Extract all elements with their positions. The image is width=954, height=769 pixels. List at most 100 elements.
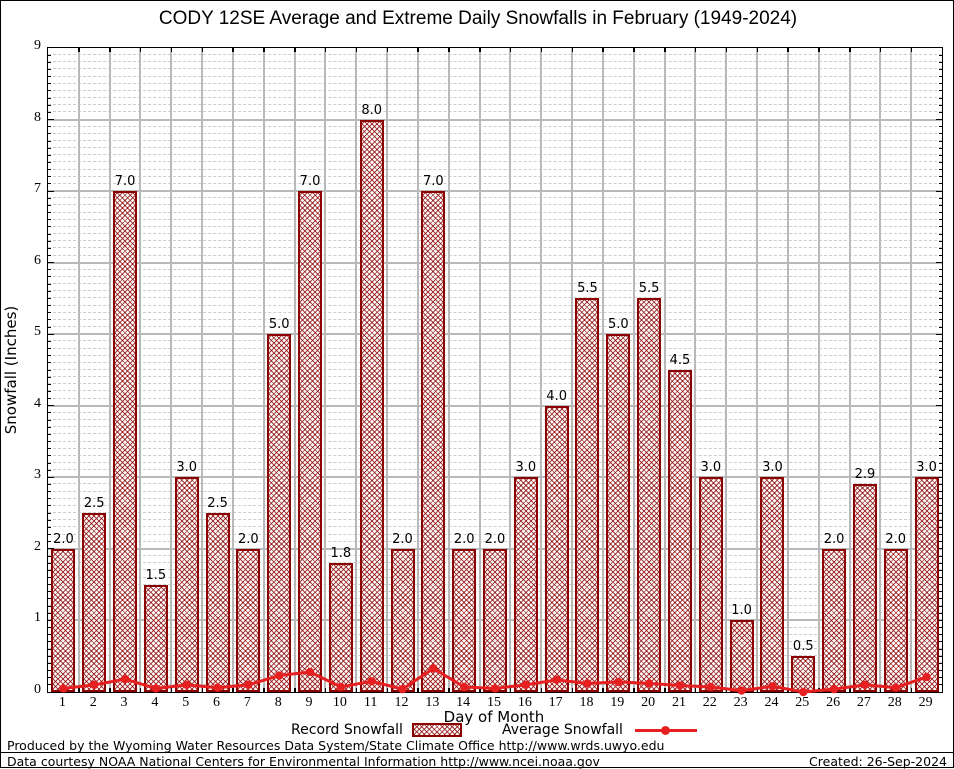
right-minor-tick — [939, 233, 942, 235]
right-minor-tick — [939, 305, 942, 307]
x-tick-label: 4 — [151, 695, 159, 710]
created-date: Created: 26-Sep-2024 — [809, 754, 947, 769]
left-minor-tick — [48, 76, 51, 78]
right-minor-tick — [939, 426, 942, 428]
left-minor-tick — [48, 219, 51, 221]
x-tick-label: 10 — [332, 695, 347, 710]
left-minor-tick — [48, 584, 51, 586]
top-tick — [479, 48, 481, 52]
average-snowfall-point — [768, 682, 777, 691]
bottom-tick — [109, 688, 111, 692]
right-minor-tick — [939, 419, 942, 421]
top-tick — [879, 48, 882, 52]
average-snowfall-point — [367, 677, 376, 686]
minor-gridline — [48, 454, 942, 456]
right-minor-tick — [939, 276, 942, 278]
top-tick — [540, 48, 543, 52]
left-minor-tick — [48, 204, 51, 206]
minor-gridline — [48, 75, 942, 77]
minor-gridline — [48, 104, 942, 106]
legend: Record Snowfall Average Snowfall — [47, 722, 941, 738]
top-tick — [263, 48, 265, 52]
right-minor-tick — [939, 627, 942, 629]
right-minor-tick — [939, 240, 942, 242]
left-minor-tick — [48, 505, 51, 507]
record-snowfall-bar — [729, 620, 754, 692]
right-minor-tick — [939, 104, 942, 106]
average-snowfall-point — [305, 667, 315, 677]
record-snowfall-bar — [513, 477, 538, 692]
minor-gridline — [48, 390, 942, 392]
right-minor-tick — [939, 126, 942, 128]
average-snowfall-line-icon — [634, 725, 697, 735]
left-minor-tick — [48, 448, 51, 450]
right-minor-tick — [939, 469, 942, 471]
left-minor-tick — [48, 319, 51, 321]
bottom-tick — [448, 688, 450, 692]
minor-gridline — [48, 111, 942, 113]
x-tick-label: 24 — [764, 695, 779, 710]
minor-gridline — [48, 218, 942, 220]
vertical-gridline — [848, 48, 851, 692]
right-minor-tick — [939, 90, 942, 92]
top-tick — [633, 48, 635, 52]
bar-value-label: 2.5 — [207, 496, 228, 512]
minor-gridline — [48, 526, 942, 528]
right-minor-tick — [939, 584, 942, 586]
left-major-tick — [48, 476, 54, 478]
bar-value-label: 2.0 — [453, 531, 475, 547]
left-minor-tick — [48, 383, 51, 385]
x-tick-label: 11 — [363, 695, 378, 710]
bottom-tick — [386, 688, 389, 692]
left-minor-tick — [48, 340, 51, 342]
record-snowfall-bar — [852, 484, 877, 692]
bottom-tick — [417, 688, 419, 692]
left-minor-tick — [48, 90, 51, 92]
vertical-gridline — [725, 48, 728, 692]
x-tick-label: 2 — [89, 695, 97, 710]
minor-gridline — [48, 419, 942, 421]
bottom-tick — [602, 688, 604, 692]
x-tick-label: 5 — [182, 695, 190, 710]
right-minor-tick — [939, 312, 942, 314]
minor-gridline — [48, 211, 942, 213]
average-snowfall-point — [182, 680, 191, 690]
left-minor-tick — [48, 369, 51, 371]
x-tick-label: 8 — [274, 695, 282, 710]
left-minor-tick — [48, 412, 51, 414]
right-minor-tick — [939, 541, 942, 543]
right-minor-tick — [939, 519, 942, 521]
right-minor-tick — [939, 383, 942, 385]
average-snowfall-point — [829, 684, 839, 694]
minor-gridline — [48, 318, 942, 320]
x-tick-label: 27 — [856, 695, 871, 710]
average-snowfall-point — [59, 684, 68, 693]
record-snowfall-bar — [575, 298, 600, 692]
top-tick — [170, 48, 173, 52]
bar-value-label: 3.0 — [515, 460, 537, 476]
y-tick-label: 2 — [34, 538, 41, 554]
bottom-tick — [509, 688, 512, 692]
record-snowfall-bar — [143, 584, 168, 692]
minor-gridline — [48, 82, 942, 84]
top-tick — [232, 48, 234, 52]
legend-record-label: Record Snowfall — [291, 722, 403, 738]
average-snowfall-point — [583, 679, 592, 688]
x-tick-label: 1 — [58, 695, 66, 710]
minor-gridline — [48, 168, 942, 170]
left-minor-tick — [48, 140, 51, 142]
left-minor-tick — [48, 605, 51, 607]
average-snowfall-point — [644, 679, 654, 688]
right-minor-tick — [939, 355, 942, 357]
minor-gridline — [48, 304, 942, 306]
right-minor-tick — [939, 612, 942, 614]
top-tick — [109, 48, 111, 52]
minor-gridline — [48, 197, 942, 199]
minor-gridline — [48, 533, 942, 535]
right-minor-tick — [939, 348, 942, 350]
top-tick — [849, 48, 851, 52]
vertical-gridline — [231, 48, 234, 692]
right-minor-tick — [939, 455, 942, 457]
left-minor-tick — [48, 419, 51, 421]
left-minor-tick — [48, 441, 51, 443]
